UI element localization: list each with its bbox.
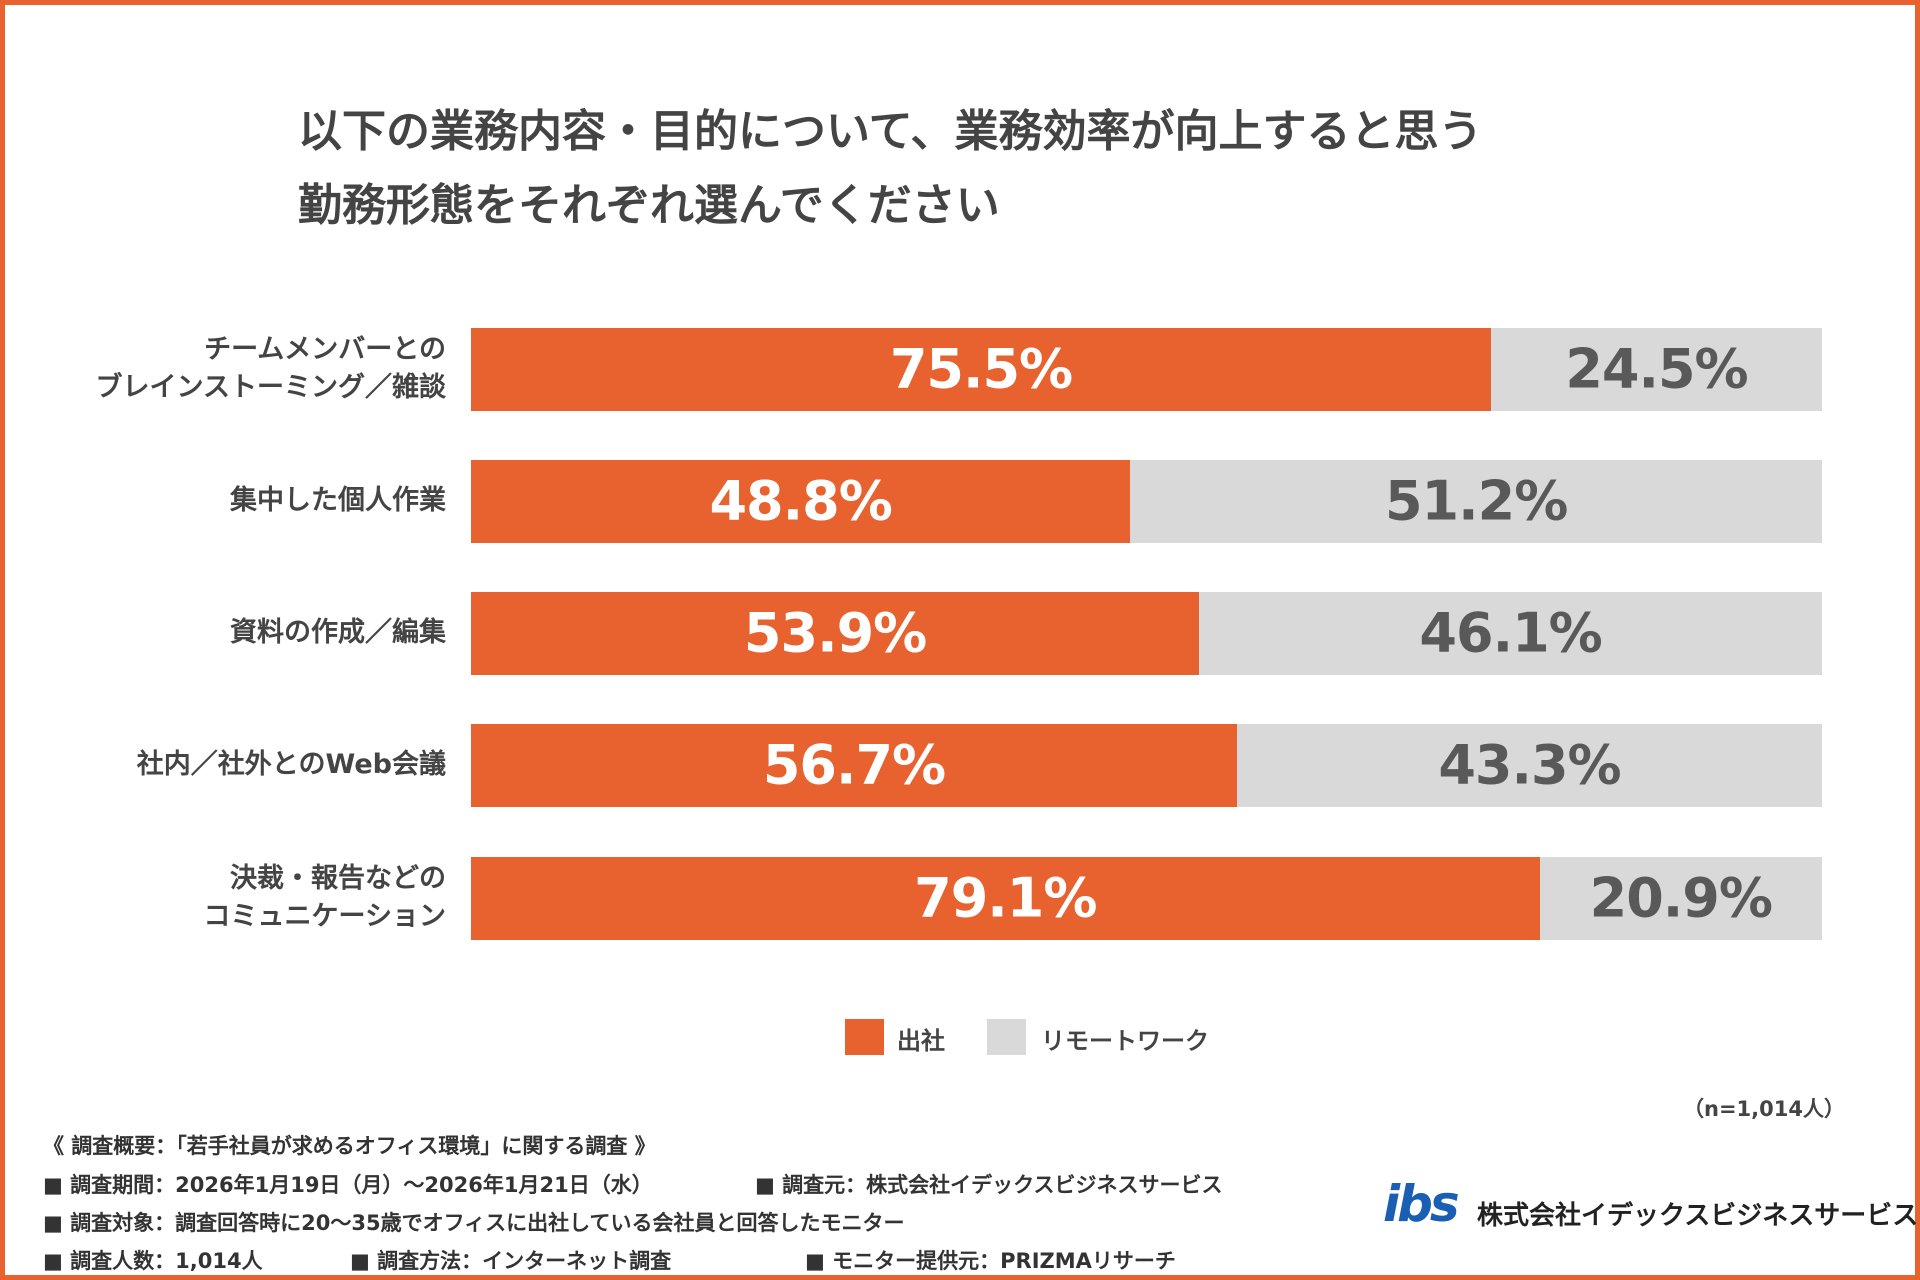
value-label: 48.8% <box>709 469 892 533</box>
bar-segment <box>1237 723 1822 807</box>
bar-segment <box>471 591 1200 675</box>
value-label: 43.3% <box>1438 733 1621 797</box>
bar-segment <box>471 327 1491 411</box>
note: ■ 調査人数：1,014人 <box>43 1249 263 1273</box>
sample-size: （n=1,014人） <box>1683 1097 1845 1121</box>
legend-swatch <box>987 1019 1026 1055</box>
category-label: 資料の作成／編集 <box>230 617 446 648</box>
value-label: 46.1% <box>1419 601 1602 665</box>
note: ■ 調査期間：2026年1月19日（月）〜2026年1月21日（水） <box>43 1173 653 1197</box>
note: ■ 調査方法：インターネット調査 <box>350 1249 672 1273</box>
legend-label: リモートワーク <box>1041 1027 1209 1055</box>
category-label: 集中した個人作業 <box>230 485 446 516</box>
note: ■ 調査元：株式会社イデックスビジネスサービス <box>755 1173 1223 1197</box>
chart-title: 以下の業務内容・目的について、業務効率が向上すると思う 勤務形態をそれぞれ選んで… <box>298 106 1483 231</box>
category-label: チームメンバーとの ブレインストーミング／雑談 <box>95 334 446 403</box>
value-label: 24.5% <box>1565 337 1748 401</box>
bar-segment <box>1130 459 1822 543</box>
bar-segment <box>471 856 1540 940</box>
note: ■ 調査対象：調査回答時に20〜35歳でオフィスに出社している会社員と回答したモ… <box>43 1211 905 1235</box>
value-label: 56.7% <box>762 733 946 797</box>
note: ■ モニター提供元：PRIZMAリサーチ <box>805 1249 1176 1273</box>
value-label: 51.2% <box>1384 469 1568 533</box>
category-label: 社内／社外とのWeb会議 <box>136 749 446 780</box>
bar-segment <box>471 459 1131 543</box>
logo-mark: ibs <box>1383 1175 1460 1233</box>
value-label: 79.1% <box>914 866 1097 930</box>
bar-segment <box>471 723 1238 807</box>
value-label: 75.5% <box>889 337 1073 401</box>
bar-segment <box>1491 327 1822 411</box>
notes-heading: 《 調査概要：「若手社員が求めるオフィス環境」に関する調査 》 <box>43 1134 656 1158</box>
bar-segment <box>1539 856 1822 940</box>
category-label: 決裁・報告などの コミュニケーション <box>203 863 446 932</box>
value-label: 53.9% <box>743 601 927 665</box>
legend-swatch <box>845 1019 884 1055</box>
legend-label: 出社 <box>897 1027 945 1055</box>
value-label: 20.9% <box>1589 866 1773 930</box>
logo-company: 株式会社イデックスビジネスサービス <box>1477 1201 1919 1231</box>
bar-segment <box>1199 591 1822 675</box>
